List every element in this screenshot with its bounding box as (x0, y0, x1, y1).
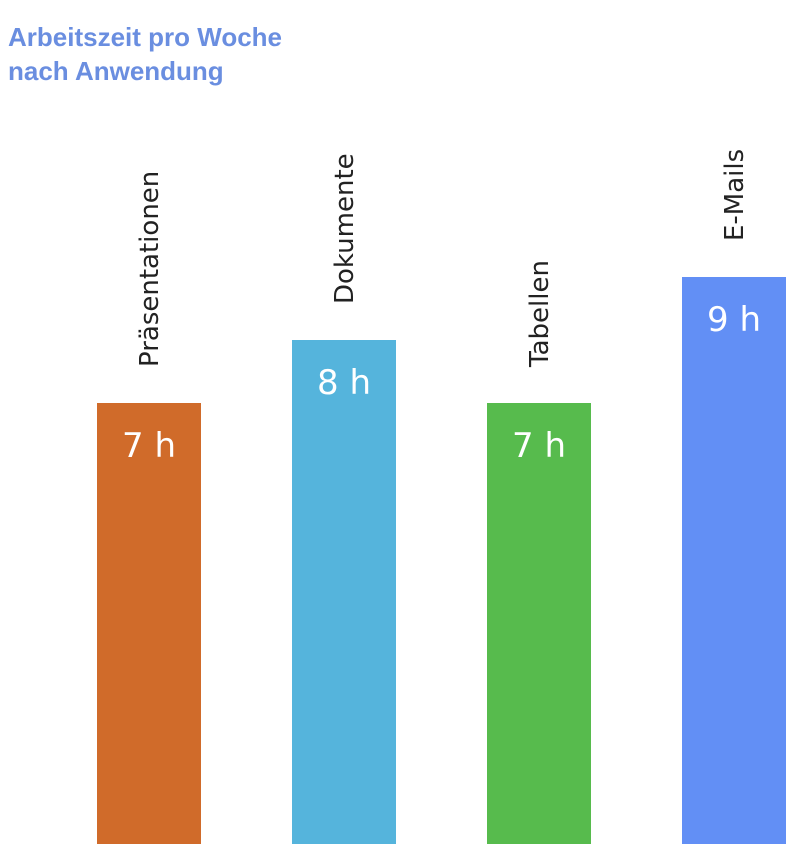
category-label-2: Tabellen (525, 260, 555, 368)
category-label-3: E-Mails (720, 149, 750, 241)
bar-value-label-0: 7 h (122, 426, 176, 466)
bar-1 (292, 340, 396, 844)
chart-title-line-2: nach Anwendung (8, 56, 224, 86)
bar-value-label-3: 9 h (707, 300, 761, 340)
chart-title: Arbeitszeit pro Woche nach Anwendung (8, 20, 282, 88)
bar-2 (487, 403, 591, 844)
chart-title-line-1: Arbeitszeit pro Woche (8, 22, 283, 52)
bar-value-label-1: 8 h (317, 363, 371, 403)
bar-value-label-2: 7 h (512, 426, 566, 466)
bar-0 (97, 403, 201, 844)
category-label-0: Präsentationen (135, 171, 165, 367)
category-label-1: Dokumente (330, 153, 360, 304)
bar-3 (682, 277, 786, 844)
